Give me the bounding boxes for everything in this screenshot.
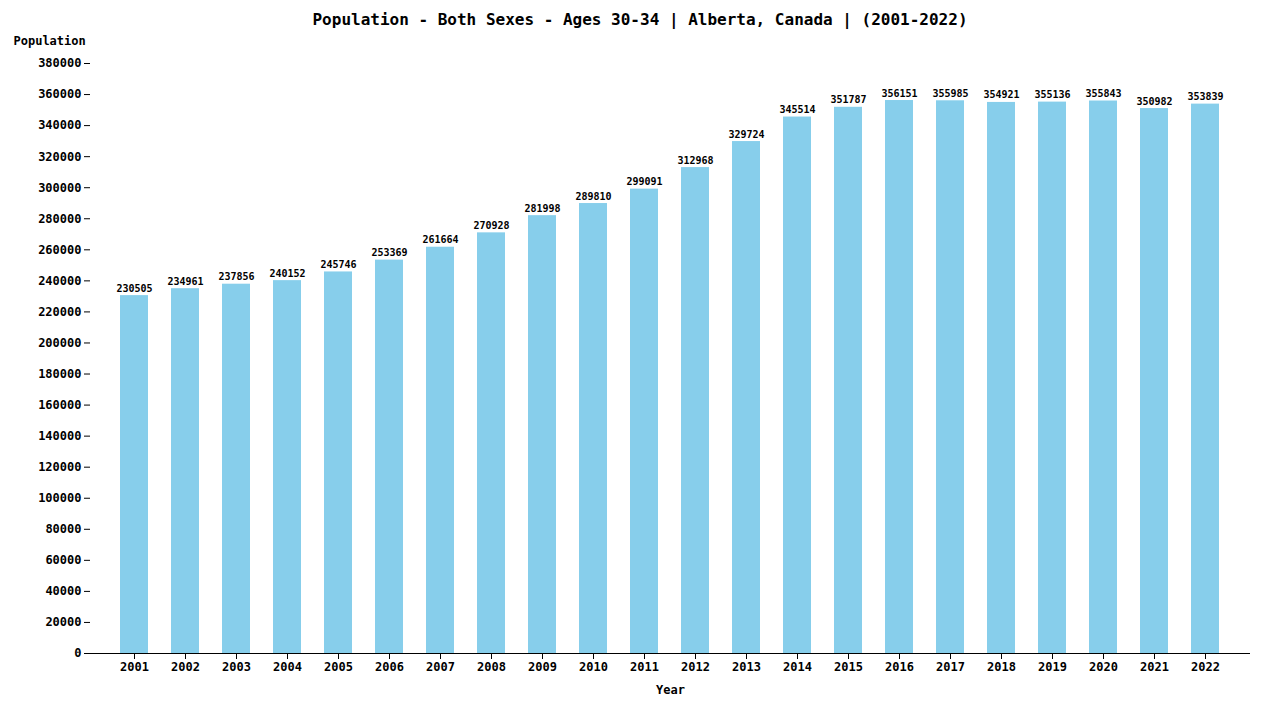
- svg-text:356151: 356151: [881, 88, 917, 99]
- svg-text:0: 0: [74, 646, 81, 660]
- svg-text:2010: 2010: [579, 660, 608, 674]
- svg-text:355843: 355843: [1085, 88, 1121, 99]
- svg-text:2017: 2017: [936, 660, 965, 674]
- svg-text:240000: 240000: [38, 274, 81, 288]
- svg-text:261664: 261664: [422, 234, 458, 245]
- svg-text:353839: 353839: [1187, 91, 1223, 102]
- svg-text:312968: 312968: [677, 155, 713, 166]
- svg-text:2014: 2014: [783, 660, 812, 674]
- svg-text:2005: 2005: [324, 660, 353, 674]
- svg-text:340000: 340000: [38, 118, 81, 132]
- svg-text:2021: 2021: [1140, 660, 1169, 674]
- svg-text:2012: 2012: [681, 660, 710, 674]
- svg-text:100000: 100000: [38, 491, 81, 505]
- svg-text:240152: 240152: [269, 268, 305, 279]
- svg-text:245746: 245746: [320, 259, 356, 270]
- svg-text:2007: 2007: [426, 660, 455, 674]
- svg-text:230505: 230505: [116, 283, 152, 294]
- svg-text:281998: 281998: [524, 203, 560, 214]
- svg-text:140000: 140000: [38, 429, 81, 443]
- svg-text:280000: 280000: [38, 212, 81, 226]
- svg-text:180000: 180000: [38, 367, 81, 381]
- svg-text:345514: 345514: [779, 104, 815, 115]
- svg-text:2006: 2006: [375, 660, 404, 674]
- svg-text:80000: 80000: [45, 522, 81, 536]
- svg-text:260000: 260000: [38, 243, 81, 257]
- svg-text:Year: Year: [656, 683, 685, 697]
- svg-text:160000: 160000: [38, 398, 81, 412]
- svg-text:355985: 355985: [932, 88, 968, 99]
- svg-text:380000: 380000: [38, 56, 81, 70]
- svg-text:2022: 2022: [1191, 660, 1220, 674]
- svg-text:2019: 2019: [1038, 660, 1067, 674]
- html-text:Population - Both Sexes - Ages: Population - Both Sexes - Ages 30-34 | A…: [312, 10, 968, 29]
- svg-text:200000: 200000: [38, 336, 81, 350]
- svg-text:354921: 354921: [983, 89, 1019, 100]
- svg-text:2008: 2008: [477, 660, 506, 674]
- svg-text:2002: 2002: [171, 660, 200, 674]
- svg-text:2003: 2003: [222, 660, 251, 674]
- svg-text:Population: Population: [14, 34, 86, 48]
- svg-text:300000: 300000: [38, 181, 81, 195]
- svg-text:329724: 329724: [728, 129, 764, 140]
- svg-text:2015: 2015: [834, 660, 863, 674]
- svg-text:234961: 234961: [167, 276, 203, 287]
- svg-text:289810: 289810: [575, 191, 611, 202]
- svg-text:2013: 2013: [732, 660, 761, 674]
- svg-text:355136: 355136: [1034, 89, 1070, 100]
- svg-text:2016: 2016: [885, 660, 914, 674]
- svg-text:2011: 2011: [630, 660, 659, 674]
- svg-text:2020: 2020: [1089, 660, 1118, 674]
- svg-text:2004: 2004: [273, 660, 302, 674]
- svg-text:2001: 2001: [120, 660, 149, 674]
- svg-text:237856: 237856: [218, 271, 254, 282]
- svg-text:40000: 40000: [45, 584, 81, 598]
- svg-text:351787: 351787: [830, 94, 866, 105]
- svg-text:320000: 320000: [38, 149, 81, 163]
- svg-text:253369: 253369: [371, 247, 407, 258]
- svg-text:220000: 220000: [38, 305, 81, 319]
- svg-text:299091: 299091: [626, 176, 662, 187]
- svg-text:350982: 350982: [1136, 96, 1172, 107]
- svg-text:270928: 270928: [473, 220, 509, 231]
- svg-text:2018: 2018: [987, 660, 1016, 674]
- svg-text:60000: 60000: [45, 553, 81, 567]
- svg-text:2009: 2009: [528, 660, 557, 674]
- svg-text:360000: 360000: [38, 87, 81, 101]
- svg-text:120000: 120000: [38, 460, 81, 474]
- svg-text:20000: 20000: [45, 615, 81, 629]
